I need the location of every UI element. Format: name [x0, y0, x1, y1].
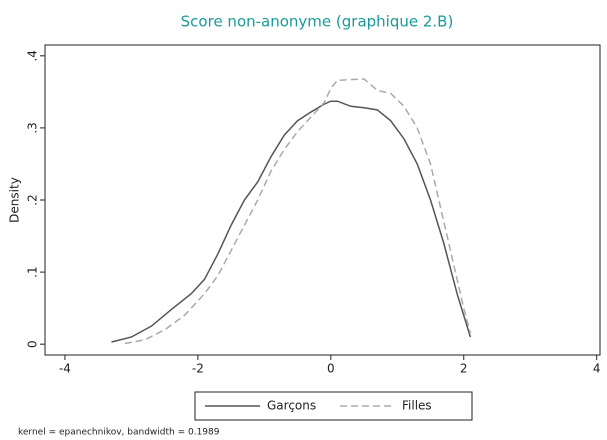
- legend-box: [194, 391, 473, 421]
- x-tick-label: 2: [460, 362, 468, 376]
- y-tick-label: .2: [26, 194, 40, 205]
- y-axis-label: Density: [8, 177, 22, 223]
- x-tick-label: -2: [192, 362, 204, 376]
- y-tick-label: 0: [26, 340, 40, 348]
- x-tick-label: 0: [327, 362, 335, 376]
- density-line: [111, 100, 472, 343]
- legend-label: Garçons: [267, 399, 316, 413]
- density-line: [124, 78, 472, 345]
- x-tick-label: -4: [59, 362, 71, 376]
- note: kernel = epanechnikov, bandwidth = 0.198…: [18, 428, 220, 438]
- x-tick-label: 4: [593, 362, 601, 376]
- y-tick-label: .3: [26, 122, 40, 133]
- y-tick-label: .1: [26, 266, 40, 277]
- chart-title: Score non-anonyme (graphique 2.B): [181, 13, 454, 31]
- legend-label: Filles: [402, 399, 432, 413]
- y-tick-label: .4: [26, 50, 40, 61]
